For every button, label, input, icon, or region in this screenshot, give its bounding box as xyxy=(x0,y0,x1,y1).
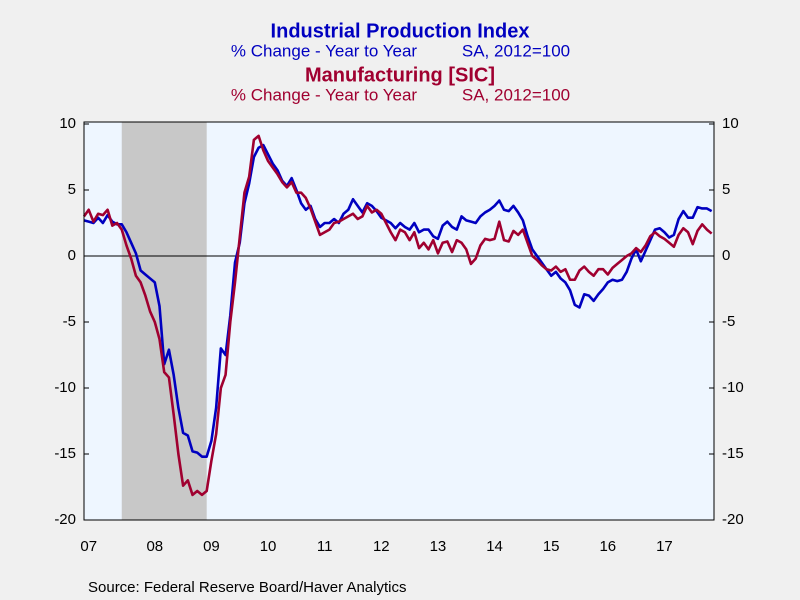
x-tick-label: 12 xyxy=(373,538,390,555)
series-note: % Change - Year to Year xyxy=(231,85,418,104)
x-tick-label: 11 xyxy=(317,538,333,555)
x-tick-label: 13 xyxy=(430,538,447,555)
series-title: Manufacturing [SIC] xyxy=(305,64,495,86)
recession-shading xyxy=(121,122,207,520)
series-note: % Change - Year to Year xyxy=(231,41,418,60)
y-tick-label: -15 xyxy=(54,445,76,462)
y-tick-label: -10 xyxy=(54,379,76,396)
y2-tick-label: -5 xyxy=(722,313,735,330)
x-tick-label: 09 xyxy=(203,538,220,555)
y2-tick-label: -20 xyxy=(722,511,744,528)
series-note: SA, 2012=100 xyxy=(462,41,570,60)
x-tick-label: 07 xyxy=(80,538,97,555)
series-title: Industrial Production Index xyxy=(271,20,530,42)
series-line xyxy=(82,134,713,497)
x-tick-label: 14 xyxy=(486,538,503,555)
y2-tick-label: 10 xyxy=(722,115,739,132)
series-line xyxy=(83,143,713,458)
x-tick-label: 08 xyxy=(146,538,163,555)
source: Source: Federal Reserve Board/Haver Anal… xyxy=(88,579,406,596)
x-tick-label: 17 xyxy=(656,538,673,555)
y-tick-label: -5 xyxy=(63,313,76,330)
y-tick-label: 0 xyxy=(68,247,76,264)
y2-tick-label: 0 xyxy=(722,247,730,264)
x-tick-label: 16 xyxy=(599,538,616,555)
y-tick-label: 5 xyxy=(68,181,76,198)
x-tick-label: 10 xyxy=(260,538,277,555)
y2-tick-label: 5 xyxy=(722,181,730,198)
series-note: SA, 2012=100 xyxy=(462,85,570,104)
x-tick-label: 15 xyxy=(543,538,560,555)
y2-tick-label: -10 xyxy=(722,379,744,396)
y-tick-label: -20 xyxy=(54,511,76,528)
y-tick-label: 10 xyxy=(59,115,76,132)
plot-frame xyxy=(83,121,715,521)
y2-tick-label: -15 xyxy=(722,445,744,462)
